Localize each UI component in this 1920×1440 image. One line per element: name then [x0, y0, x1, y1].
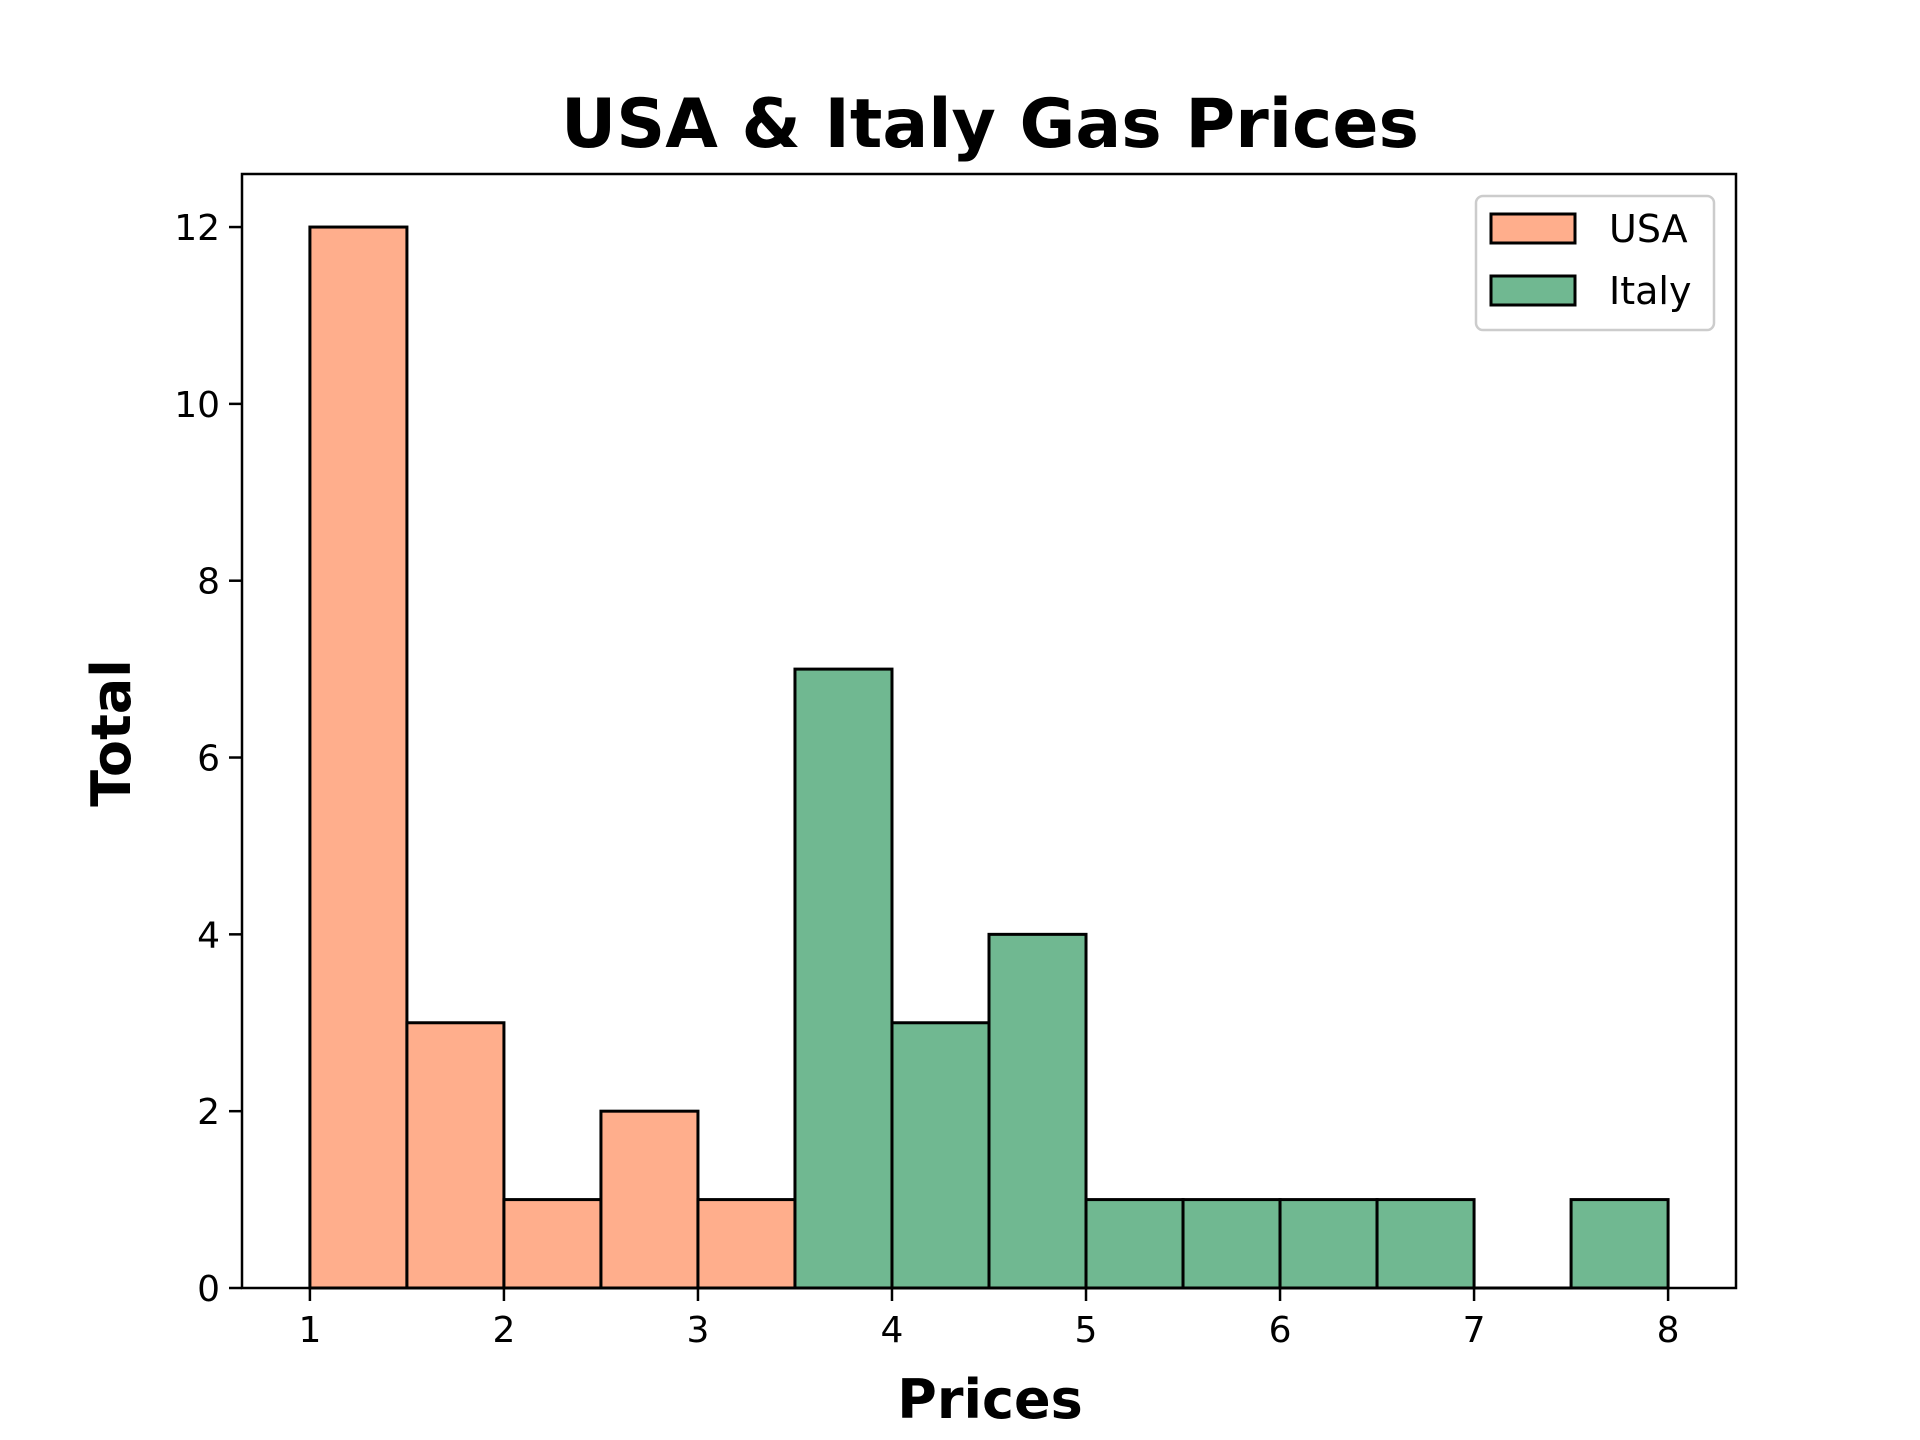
y-tick-label: 12: [174, 208, 220, 249]
x-tick-label: 8: [1657, 1310, 1680, 1351]
plot-frame: [240, 172, 1738, 1290]
bar-usa-0: [308, 225, 409, 1290]
bar-italy-4: [1181, 1198, 1282, 1290]
legend: USA Italy: [1474, 194, 1716, 332]
legend-swatch-italy: [1489, 274, 1577, 307]
y-tick-label: 10: [174, 385, 220, 426]
x-tick-label: 2: [492, 1310, 515, 1351]
x-tick-label: 3: [687, 1310, 710, 1351]
legend-label-italy: Italy: [1609, 269, 1691, 313]
x-axis-label: Prices: [897, 1368, 1083, 1431]
bar-italy-0: [793, 667, 894, 1290]
chart-title: USA & Italy Gas Prices: [561, 85, 1419, 164]
x-tick-label: 7: [1463, 1310, 1486, 1351]
y-tick-label: 6: [197, 739, 220, 780]
bar-usa-4: [696, 1198, 797, 1290]
bar-italy-5: [1278, 1198, 1379, 1290]
x-tick-label: 6: [1269, 1310, 1292, 1351]
bars-layer: [308, 225, 1670, 1290]
bar-italy-8: [1569, 1198, 1670, 1290]
x-axis-ticks: 1 2 3 4 5 6 7 8: [298, 1288, 1680, 1351]
x-tick-label: 5: [1075, 1310, 1098, 1351]
legend-swatch-usa: [1489, 212, 1577, 245]
bar-usa-2: [502, 1198, 603, 1290]
x-tick-label: 4: [881, 1310, 904, 1351]
legend-label-usa: USA: [1609, 207, 1688, 251]
y-tick-label: 2: [197, 1092, 220, 1133]
y-tick-label: 8: [197, 562, 220, 603]
y-tick-label: 0: [197, 1269, 220, 1310]
bar-italy-6: [1375, 1198, 1476, 1290]
y-axis-label: Total: [80, 659, 143, 807]
y-tick-label: 4: [197, 915, 220, 956]
bar-italy-3: [1084, 1198, 1185, 1290]
y-axis-ticks: 0 2 4 6 8 10 12: [174, 208, 242, 1310]
bar-usa-1: [405, 1021, 506, 1290]
bar-italy-2: [987, 932, 1088, 1290]
bar-usa-3: [599, 1109, 700, 1290]
x-tick-label: 1: [298, 1310, 321, 1351]
bar-italy-1: [890, 1021, 991, 1290]
